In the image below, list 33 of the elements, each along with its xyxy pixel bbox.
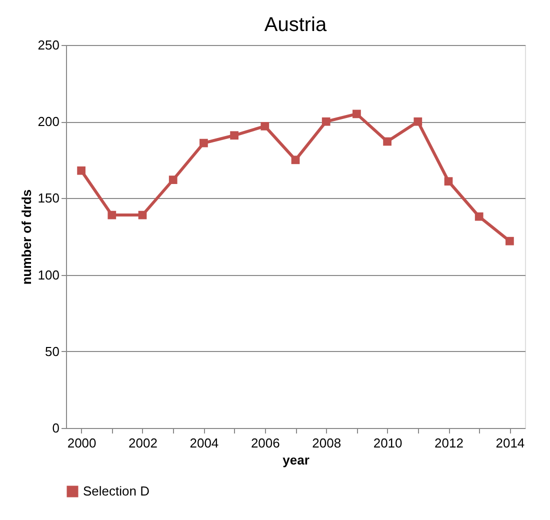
point [260, 122, 270, 130]
legend-label: Selection D [83, 484, 150, 498]
point [352, 110, 361, 118]
point [168, 176, 178, 184]
x-tick-label: 2004 [190, 436, 219, 450]
point [230, 131, 238, 140]
point [108, 210, 116, 220]
point [291, 156, 300, 164]
point [322, 117, 330, 126]
point [444, 177, 453, 186]
point [138, 210, 147, 220]
x-tick-label: 2014 [496, 436, 525, 450]
point [77, 166, 86, 175]
y-tick-label: 100 [38, 267, 60, 282]
point [506, 236, 514, 246]
y-tick-label: 0 [52, 420, 60, 436]
y-tick-label: 150 [38, 190, 60, 206]
y-tick-label: 200 [38, 114, 60, 130]
x-tick-label: 2012 [434, 436, 464, 450]
y-axis-title: number of drds [18, 189, 34, 285]
x-tick-label: 2010 [373, 436, 402, 450]
x-tick-label: 2008 [312, 436, 342, 450]
x-tick-label: 2002 [128, 436, 158, 450]
point [414, 117, 422, 126]
point [474, 212, 484, 221]
point [383, 137, 392, 146]
y-tick-label: 50 [45, 344, 60, 359]
x-tick-label: 2000 [67, 436, 96, 450]
point [200, 138, 208, 148]
chart-title: Austria [264, 14, 328, 36]
x-axis-title: year [282, 452, 310, 468]
y-tick-label: 250 [38, 38, 60, 52]
x-tick-label: 2006 [250, 436, 280, 450]
